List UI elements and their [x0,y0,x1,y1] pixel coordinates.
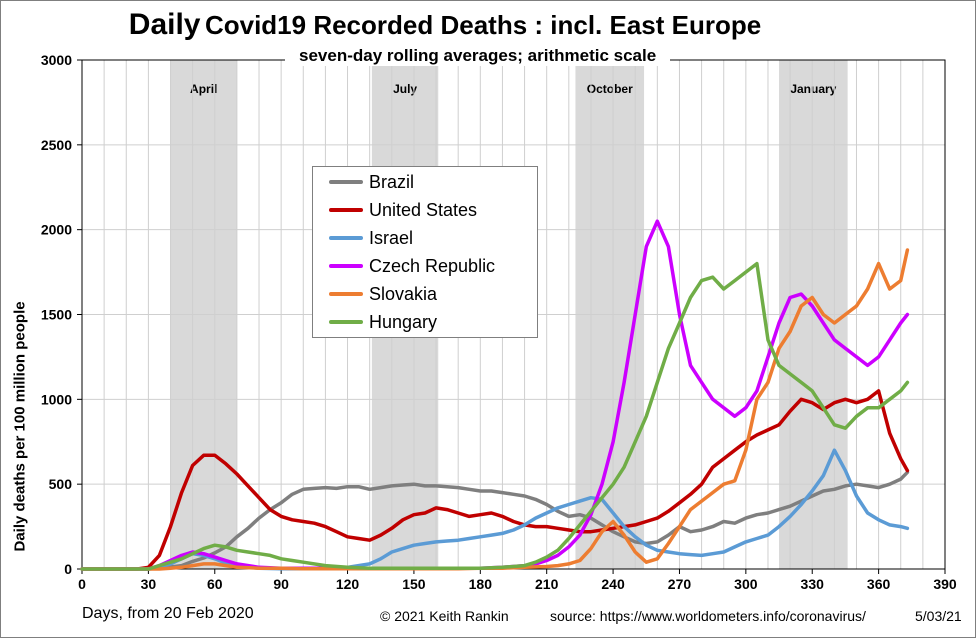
legend: Brazil United States Israel Czech Republic S… [312,166,538,338]
y-tick-label: 0 [64,561,72,577]
x-tick-label: 240 [601,576,625,592]
title-bold: Daily [128,8,201,41]
legend-label: Czech Republic [369,255,496,276]
gridlines [81,59,946,570]
x-tick-label: 360 [867,576,891,592]
series-line-slovakia [80,248,910,571]
y-tick-label: 2500 [41,137,72,153]
month-band-label-january: January [790,82,836,96]
month-band-label-july: July [393,82,417,96]
legend-item-united-states: United States [329,197,477,223]
x-tick-label: 330 [801,576,825,592]
legend-swatch [329,236,363,240]
legend-item-israel: Israel [329,225,413,251]
x-axis-label: Days, from 20 Feb 2020 [82,605,254,622]
x-tick-label: 270 [668,576,692,592]
x-tick-label: 0 [78,576,86,592]
y-tick-label: 1500 [41,307,72,323]
y-tick-label: 500 [49,476,73,492]
legend-label: Israel [369,227,414,248]
series-line-hungary [80,261,910,571]
legend-swatch [329,320,363,324]
legend-item-czech-republic: Czech Republic [329,253,495,279]
title-rest: Covid19 Recorded Deaths : incl. East Eur… [204,10,762,40]
x-tick-label: 60 [207,576,223,592]
legend-item-hungary: Hungary [329,309,437,335]
legend-label: United States [369,199,478,220]
credit-text: © 2021 Keith Rankin [380,608,509,624]
y-tick-label: 3000 [41,52,72,68]
legend-label: Slovakia [369,283,438,304]
x-tick-label: 90 [273,576,289,592]
x-tick-label: 390 [933,576,957,592]
x-tick-label: 150 [402,576,426,592]
y-axis-label: Daily deaths per 100 million people [11,301,29,552]
series-line-brazil [80,470,910,571]
x-tick-label: 210 [535,576,559,592]
date-text: 5/03/21 [915,608,962,624]
source-text: source: https://www.worldometers.info/co… [550,608,866,624]
legend-swatch [329,208,363,212]
x-tick-label: 300 [734,576,758,592]
legend-item-slovakia: Slovakia [329,281,437,307]
month-band-label-april: April [190,82,217,96]
x-tick-label: 180 [469,576,493,592]
chart-title: Daily Covid19 Recorded Deaths : incl. Ea… [0,8,890,42]
x-tick-label: 120 [336,576,360,592]
month-band-label-october: October [587,82,633,96]
series-line-united-states [80,389,910,571]
legend-label: Hungary [369,311,438,332]
chart-subtitle: seven-day rolling averages; arithmetic s… [285,46,671,66]
y-tick-label: 1000 [41,391,72,407]
legend-swatch [329,180,363,184]
legend-label: Brazil [369,171,415,192]
legend-item-brazil: Brazil [329,169,414,195]
series-lines [80,219,910,571]
legend-swatch [329,264,363,268]
y-tick-label: 2000 [41,222,72,238]
legend-swatch [329,292,363,296]
x-tick-label: 30 [141,576,157,592]
